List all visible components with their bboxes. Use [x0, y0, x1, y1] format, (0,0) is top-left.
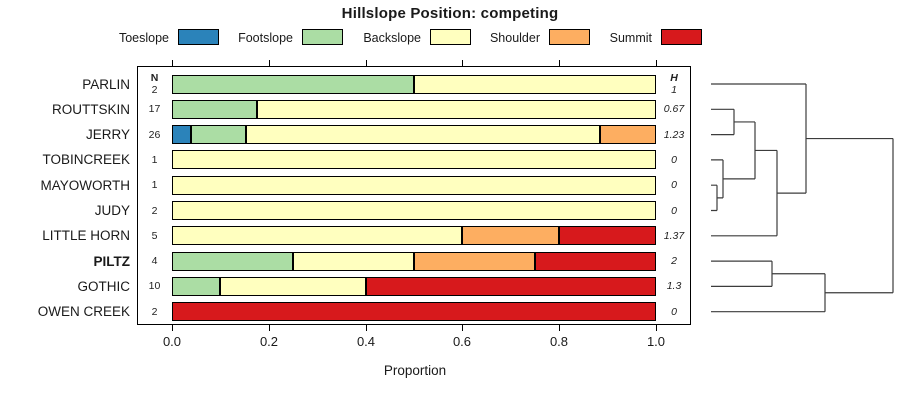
dendrogram-links: [711, 83, 894, 313]
row-label-routtskin: ROUTTSKIN: [51, 102, 130, 117]
bar-segment-footslope: [172, 277, 221, 296]
x-axis-tick: [656, 325, 657, 331]
bar-segment-backslope: [257, 100, 656, 119]
bar-segment-summit: [535, 252, 656, 271]
h-value: 0.67: [663, 103, 685, 115]
row-label-tobincreek: TOBINCREEK: [42, 152, 130, 167]
row-label-parlin: PARLIN: [82, 77, 130, 92]
h-value: 0: [671, 205, 677, 217]
legend-label-backslope: Backslope: [363, 31, 421, 45]
x-axis-title: Proportion: [383, 363, 447, 378]
x-axis-tick: [366, 325, 367, 331]
h-value: 1.3: [666, 280, 682, 292]
x-axis-tick-top: [656, 60, 657, 66]
bar-segment-backslope: [172, 150, 656, 169]
legend-swatch-footslope: [302, 29, 343, 45]
legend-swatch-summit: [661, 29, 702, 45]
h-value: 0: [671, 179, 677, 191]
row-label-judy: JUDY: [94, 203, 130, 218]
x-axis-tick-top: [462, 60, 463, 66]
n-value: 26: [148, 129, 161, 141]
x-axis-tick-top: [269, 60, 270, 66]
x-axis-tick: [172, 325, 173, 331]
x-axis-tick-top: [366, 60, 367, 66]
n-value: 10: [148, 280, 161, 292]
legend-label-shoulder: Shoulder: [489, 31, 540, 45]
x-axis-tick: [269, 325, 270, 331]
bar-segment-backslope: [414, 75, 656, 94]
bar-segment-summit: [365, 277, 656, 296]
row-label-gothic: GOTHIC: [77, 279, 131, 294]
n-value: 2: [151, 205, 158, 217]
legend-label-toeslope: Toeslope: [118, 31, 169, 45]
bar-segment-toeslope: [172, 125, 191, 144]
h-value: 2: [671, 255, 677, 267]
bar-segment-footslope: [190, 125, 247, 144]
x-axis-tick-label: 0.0: [162, 334, 182, 349]
x-axis-tick-top: [559, 60, 560, 66]
bar-segment-shoulder: [414, 252, 535, 271]
bar-segment-backslope: [293, 252, 414, 271]
n-value: 5: [151, 230, 158, 242]
legend-swatch-toeslope: [178, 29, 219, 45]
n-column-header: N: [150, 72, 159, 84]
bar-segment-backslope: [246, 125, 601, 144]
row-label-little-horn: LITTLE HORN: [42, 228, 130, 243]
chart-title: Hillslope Position: competing: [341, 5, 559, 22]
bar-segment-footslope: [172, 252, 293, 271]
bar-segment-summit: [172, 302, 656, 321]
x-axis-tick-label: 0.8: [549, 334, 569, 349]
n-value: 4: [151, 255, 158, 267]
legend-swatch-backslope: [430, 29, 471, 45]
h-value: 1: [671, 84, 677, 96]
legend-swatch-shoulder: [549, 29, 590, 45]
n-value: 2: [151, 84, 158, 96]
x-axis-tick-top: [172, 60, 173, 66]
x-axis-tick-label: 0.2: [259, 334, 279, 349]
bar-segment-backslope: [220, 277, 366, 296]
bar-segment-summit: [559, 226, 656, 245]
plot-area: [137, 66, 691, 325]
h-value: 1.37: [663, 230, 685, 242]
row-label-owen-creek: OWEN CREEK: [37, 304, 130, 319]
n-value: 1: [151, 154, 158, 166]
n-value: 1: [151, 179, 158, 191]
bar-segment-backslope: [172, 226, 463, 245]
bar-segment-backslope: [172, 176, 656, 195]
bar-segment-backslope: [172, 201, 656, 220]
x-axis-tick-label: 0.4: [356, 334, 376, 349]
h-value: 0: [671, 154, 677, 166]
h-value: 0: [671, 306, 677, 318]
x-axis-tick: [559, 325, 560, 331]
n-value: 17: [148, 103, 161, 115]
legend-label-footslope: Footslope: [238, 31, 293, 45]
x-axis-tick: [462, 325, 463, 331]
x-axis-tick-label: 0.6: [452, 334, 472, 349]
legend-label-summit: Summit: [609, 31, 652, 45]
row-label-jerry: JERRY: [85, 127, 130, 142]
x-axis-tick-label: 1.0: [646, 334, 666, 349]
bar-segment-footslope: [172, 75, 414, 94]
bar-segment-shoulder: [462, 226, 560, 245]
row-label-mayoworth: MAYOWORTH: [40, 178, 131, 193]
h-value: 1.23: [663, 129, 685, 141]
bar-segment-footslope: [172, 100, 258, 119]
bar-segment-shoulder: [600, 125, 657, 144]
h-column-header: H: [670, 72, 678, 84]
row-label-piltz: PILTZ: [93, 254, 131, 269]
n-value: 2: [151, 306, 158, 318]
